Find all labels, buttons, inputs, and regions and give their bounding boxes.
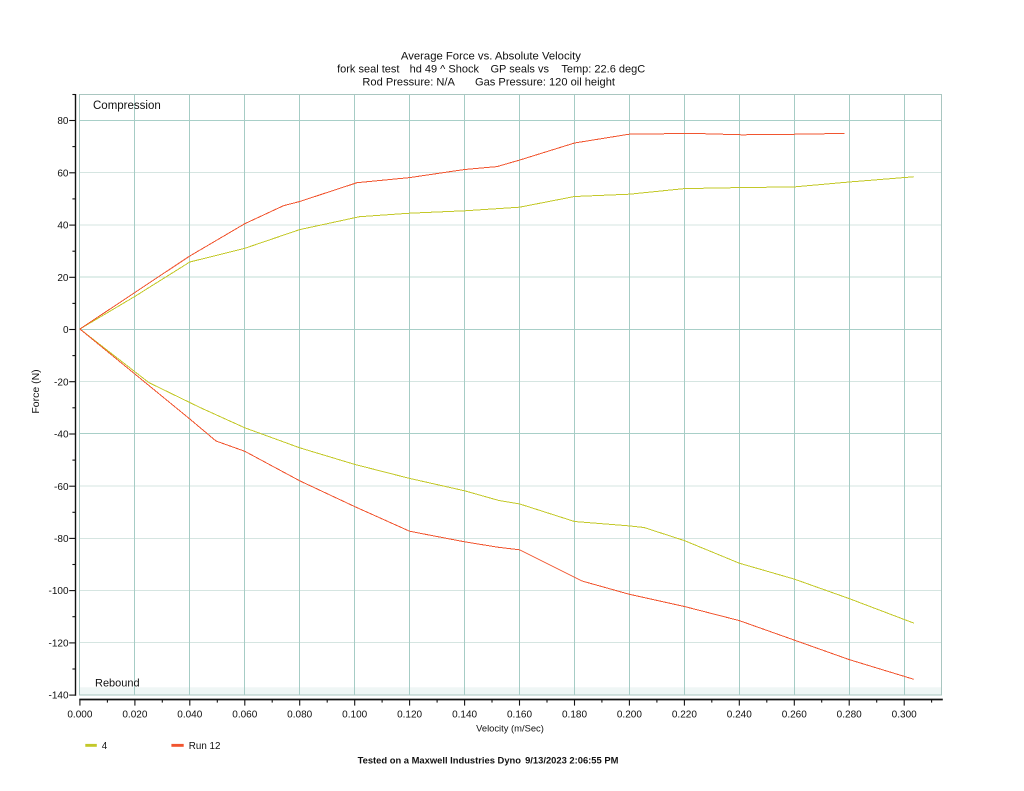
svg-text:0.140: 0.140 (452, 710, 477, 721)
svg-text:20: 20 (57, 273, 69, 284)
svg-text:0.040: 0.040 (177, 710, 202, 721)
svg-text:Velocity (m/Sec): Velocity (m/Sec) (476, 722, 544, 733)
svg-text:0.200: 0.200 (617, 710, 642, 721)
svg-text:Compression: Compression (93, 100, 161, 112)
svg-text:-20: -20 (54, 377, 69, 388)
svg-text:40: 40 (57, 221, 69, 232)
svg-text:-60: -60 (54, 482, 69, 493)
svg-text:-80: -80 (54, 534, 69, 545)
svg-text:0.300: 0.300 (892, 710, 917, 721)
svg-text:0.260: 0.260 (782, 710, 807, 721)
svg-text:0.080: 0.080 (287, 710, 312, 721)
svg-text:0: 0 (63, 325, 69, 336)
svg-text:-140: -140 (48, 691, 68, 702)
svg-text:Average Force vs. Absolute Vel: Average Force vs. Absolute Velocity (401, 50, 581, 62)
svg-text:0.240: 0.240 (727, 710, 752, 721)
svg-text:Force (N): Force (N) (30, 369, 42, 413)
svg-text:0.020: 0.020 (122, 710, 147, 721)
svg-text:0.000: 0.000 (67, 710, 92, 721)
svg-text:Rebound: Rebound (95, 678, 140, 690)
svg-text:4: 4 (102, 741, 108, 752)
svg-text:0.220: 0.220 (672, 710, 697, 721)
svg-text:0.280: 0.280 (837, 710, 862, 721)
svg-text:0.160: 0.160 (507, 710, 532, 721)
svg-text:0.060: 0.060 (232, 710, 257, 721)
svg-text:-100: -100 (48, 586, 68, 597)
svg-text:0.180: 0.180 (562, 710, 587, 721)
svg-text:60: 60 (57, 168, 69, 179)
svg-text:0.120: 0.120 (397, 710, 422, 721)
svg-text:Tested on a Maxwell Industries: Tested on a Maxwell Industries Dyno 9/13/… (358, 754, 619, 765)
svg-text:-120: -120 (48, 639, 68, 650)
svg-text:Run 12: Run 12 (189, 741, 221, 752)
svg-text:0.100: 0.100 (342, 710, 367, 721)
svg-text:-40: -40 (54, 430, 69, 441)
svg-text:80: 80 (57, 116, 69, 127)
